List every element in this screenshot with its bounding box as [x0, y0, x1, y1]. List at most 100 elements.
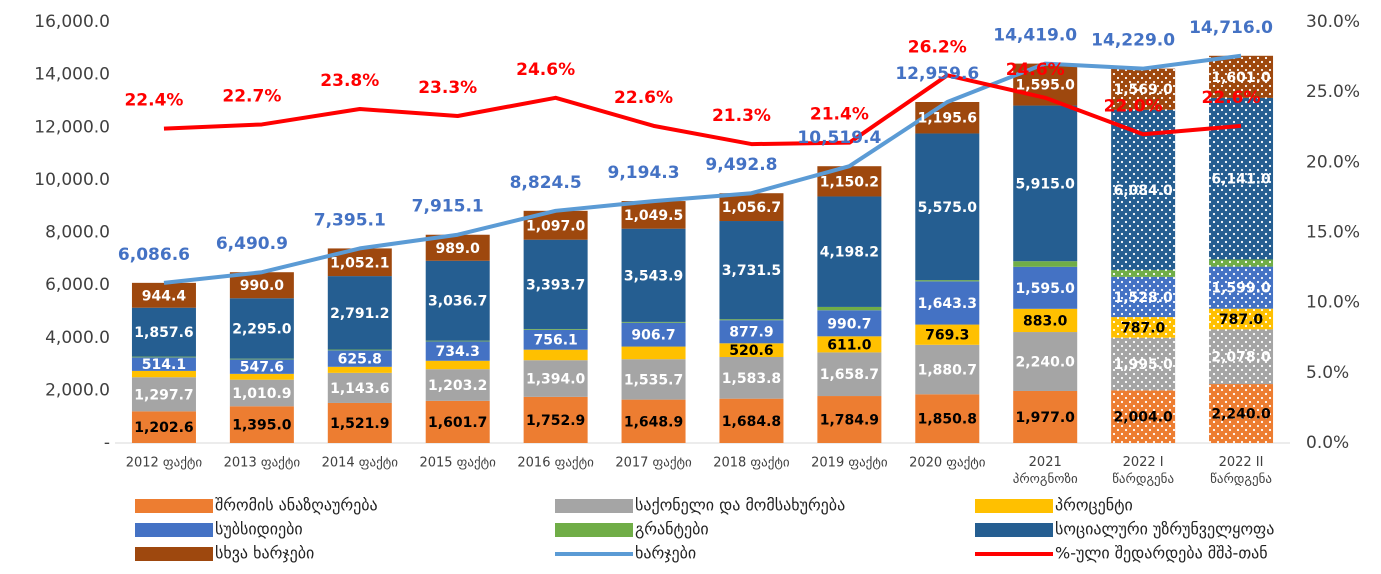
bar-segment [523, 396, 588, 443]
bar-value-label: 1,052.1 [330, 255, 389, 271]
x-tick-label: 2017 ფაქტი [615, 456, 692, 471]
bar-segment [621, 321, 686, 323]
line-value-label: 24.6% [1006, 60, 1065, 80]
y2-tick-label: 15.0% [1306, 223, 1360, 243]
bar-value-label: 1,880.7 [918, 363, 977, 379]
bar-value-label: 625.8 [338, 352, 382, 368]
bar-pattern [1209, 259, 1274, 267]
bar-value-label: 1,569.0 [1113, 82, 1173, 98]
bar-value-label: 1,850.8 [918, 412, 977, 428]
bar-segment [915, 280, 980, 282]
bar-value-label: 1,297.7 [134, 387, 193, 403]
line-value-label: 9,492.8 [705, 155, 777, 175]
legend-label: გრანტები [635, 520, 709, 539]
bar-segment [425, 341, 490, 361]
bar-value-label: 1,394.0 [526, 372, 586, 388]
line-value-label: 14,229.0 [1091, 31, 1175, 51]
bar-pattern [1209, 266, 1274, 309]
bar-segment [915, 281, 980, 325]
bar-value-label: 514.1 [142, 357, 186, 373]
line-value-label: 6,490.9 [216, 234, 288, 254]
bar-value-label: 1,049.5 [624, 208, 683, 224]
bar-segment [915, 324, 980, 345]
bar-pattern [1111, 337, 1176, 391]
bar-value-label: 611.0 [827, 337, 872, 353]
bar-segment [229, 298, 294, 359]
x-tick-label: 2012 ფაქტი [126, 456, 203, 471]
bar-value-label: 1,601.0 [1211, 70, 1271, 86]
bar-value-label: 1,203.2 [428, 378, 487, 394]
bar-pattern [1111, 109, 1176, 270]
line [163, 53, 1242, 285]
y-tick-label: 8,000.0 [45, 223, 110, 243]
bar-value-label: 1,599.0 [1211, 281, 1271, 297]
legend-label: პროცენტი [1055, 496, 1133, 515]
line-value-label: 23.3% [418, 78, 477, 98]
y-tick-label: - [104, 433, 110, 453]
bar-segment [1013, 308, 1078, 333]
bar-segment [523, 349, 588, 361]
x-tick-label: 2013 ფაქტი [224, 456, 301, 471]
bar-segment [915, 344, 980, 395]
bar-value-label: 1,643.3 [918, 296, 977, 312]
line-value-label: 6,086.6 [118, 245, 190, 265]
bar-segment [131, 357, 196, 371]
legend-swatch [975, 523, 1053, 537]
bar-value-label: 1,601.7 [428, 415, 487, 431]
bar-segment [1013, 390, 1078, 443]
bar-value-label: 5,915.0 [1016, 176, 1076, 192]
x-tick-label: 2019 ფაქტი [811, 456, 888, 471]
bar-value-label: 5,575.0 [918, 200, 978, 216]
x-tick-label: 2020 ფაქტი [909, 456, 986, 471]
line [163, 73, 1242, 147]
bar-segment [425, 340, 490, 342]
bar-value-label: 3,543.9 [624, 268, 683, 284]
bar-segment [327, 372, 392, 403]
bar-pattern [1209, 308, 1274, 330]
bar-segment [719, 319, 784, 321]
legend-swatch [135, 499, 213, 513]
bar-segment [621, 201, 686, 229]
y2-tick-label: 25.0% [1306, 82, 1360, 102]
legend-label: ხარჯები [635, 544, 696, 563]
bar-pattern [1111, 390, 1176, 443]
bar-segment [719, 320, 784, 344]
bar-segment [229, 406, 294, 443]
bar-value-label: 1,752.9 [526, 413, 585, 429]
bar-segment [719, 193, 784, 222]
bar-segment [915, 133, 980, 281]
line-value-label: 14,716.0 [1189, 18, 1273, 38]
bar-pattern [1111, 269, 1176, 277]
y2-tick-label: 10.0% [1306, 293, 1360, 313]
bar-segment [817, 396, 882, 443]
bar-segment [131, 282, 196, 308]
bar-value-label: 6,141.0 [1211, 172, 1271, 188]
bar-segment [523, 329, 588, 350]
bar-segment [719, 221, 784, 320]
y2-tick-label: 20.0% [1306, 152, 1360, 172]
bar-value-label: 734.3 [436, 344, 480, 360]
bar-value-label: 1,150.2 [820, 174, 879, 190]
bar-value-label: 1,648.9 [624, 414, 683, 430]
bar-segment [229, 358, 294, 360]
bar-value-label: 1,595.0 [1016, 78, 1076, 94]
bar-segment [425, 360, 490, 370]
bar-value-label: 2,295.0 [232, 321, 292, 337]
bar-segment [327, 366, 392, 373]
line-value-label: 22.0% [1104, 96, 1163, 116]
bar-value-label: 989.0 [436, 241, 481, 257]
bar-value-label: 769.3 [925, 328, 969, 344]
legend-label: სუბსიდიები [215, 520, 303, 539]
line-value-label: 26.2% [908, 37, 967, 57]
legend-swatch [555, 523, 633, 537]
legend-swatch [135, 547, 213, 561]
y-tick-label: 12,000.0 [34, 117, 110, 137]
bar-value-label: 1,056.7 [722, 200, 781, 216]
line-value-label: 12,959.6 [895, 64, 979, 84]
bar-value-label: 1,535.7 [624, 372, 683, 388]
y-tick-label: 4,000.0 [45, 328, 110, 348]
x-tick-label: 2014 ფაქტი [322, 456, 399, 471]
line-value-label: 22.6% [1202, 88, 1261, 108]
bar-value-label: 1,097.0 [526, 218, 586, 234]
bar-segment [915, 394, 980, 443]
